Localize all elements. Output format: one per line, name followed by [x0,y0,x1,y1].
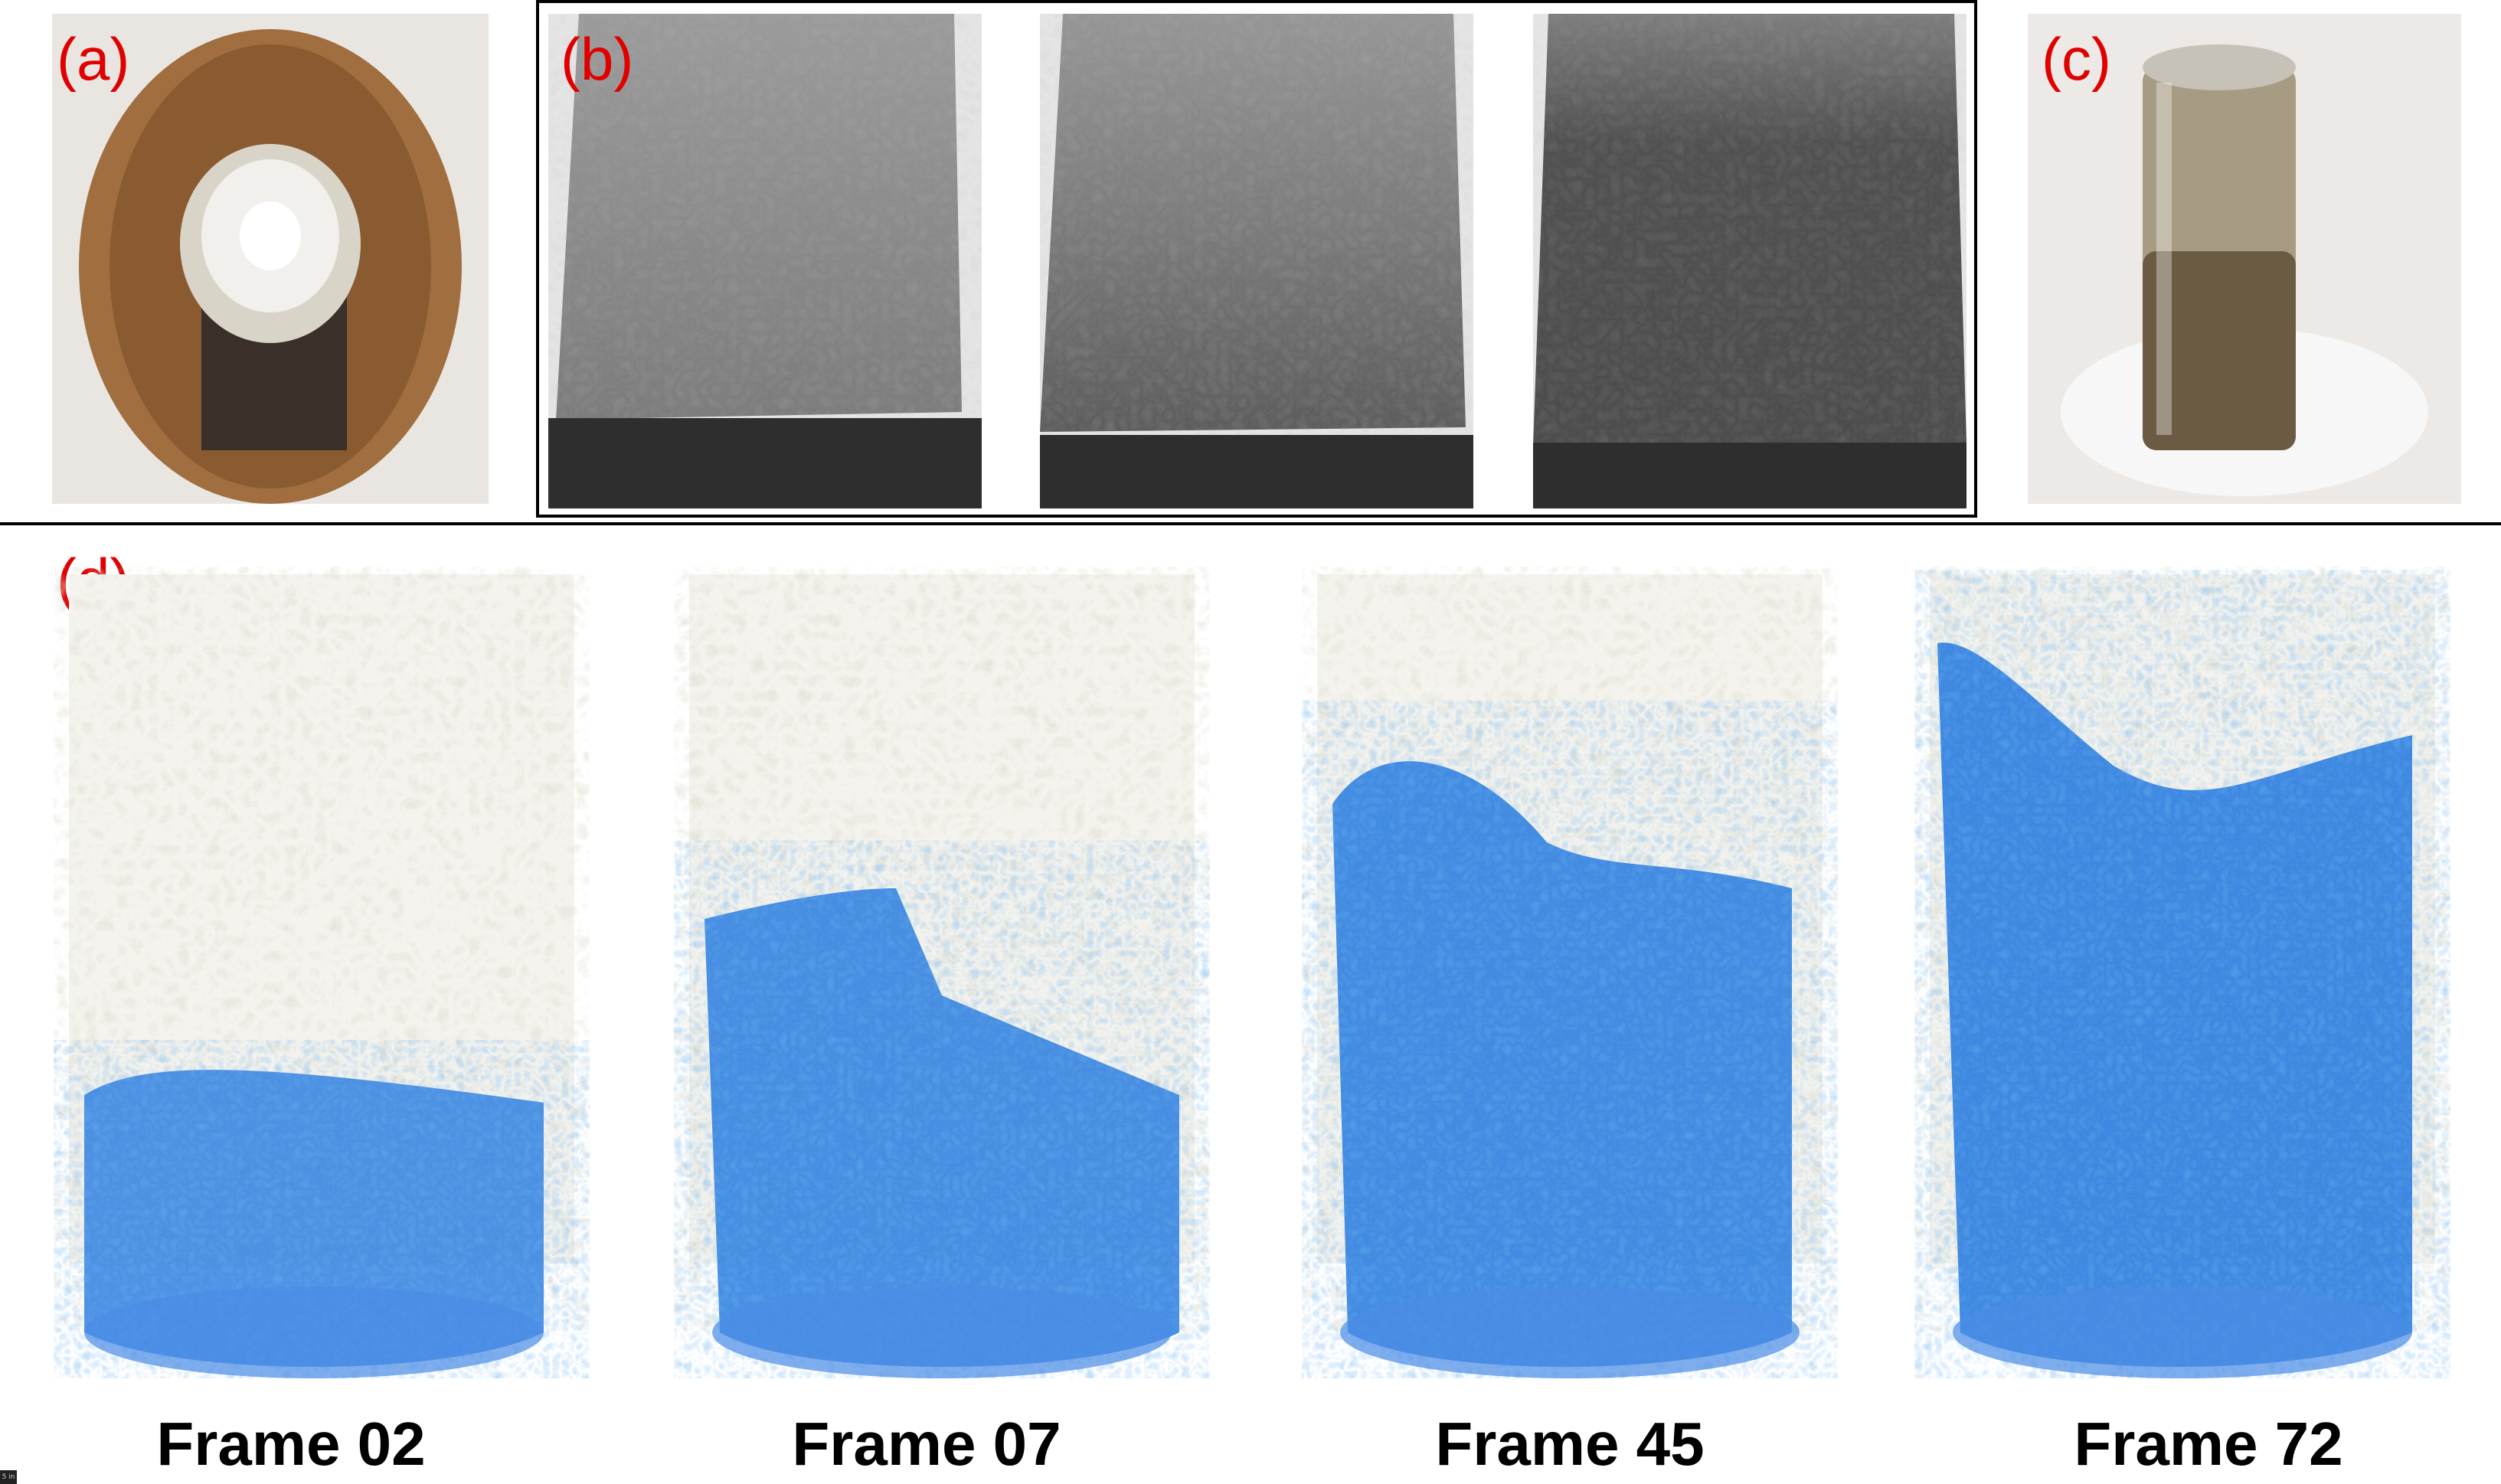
reconstruction-frame-07 [674,567,1210,1378]
panel-label-c: (c) [2042,29,2111,89]
frame-caption-72: Frame 72 [2055,1414,2362,1475]
panel-divider [0,522,2501,525]
reconstruction-frame-45 [1302,567,1838,1378]
panel-label-a: (a) [57,29,129,89]
frame-caption-02: Frame 02 [138,1414,444,1475]
frame-caption-07: Frame 07 [773,1414,1080,1475]
reconstruction-frame-72 [1914,567,2450,1378]
xray-image-3 [1533,14,1966,508]
reconstruction-frame-02 [54,567,590,1378]
xray-image-2 [1040,14,1473,508]
frame-caption-45: Frame 45 [1417,1414,1723,1475]
panel-label-b: (b) [561,29,633,89]
corner-tag: 5 in [0,1470,17,1484]
